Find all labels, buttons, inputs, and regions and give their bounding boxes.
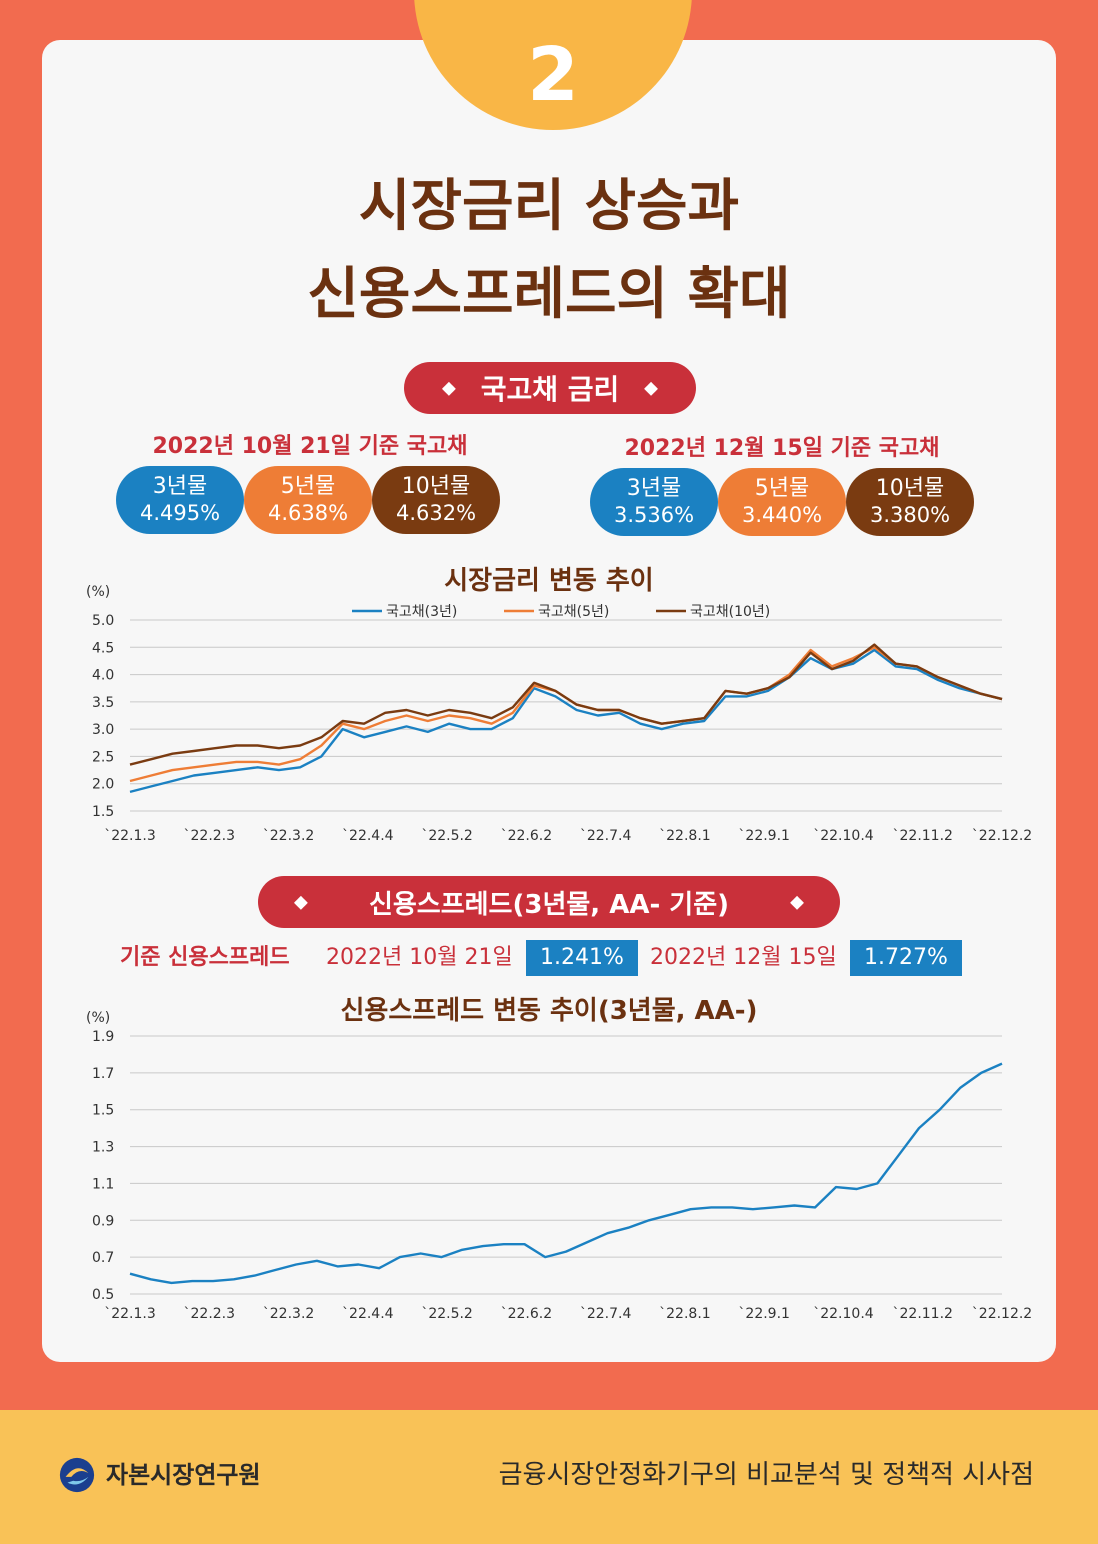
x-tick-label: `22.10.4 (813, 1306, 874, 1322)
x-tick-label: `22.3.2 (263, 1306, 315, 1322)
bond-value: 3.536% (613, 503, 695, 527)
bond-value: 4.495% (139, 501, 221, 525)
bond-name: 5년물 (754, 476, 810, 501)
diamond-icon: ◆ (294, 891, 308, 913)
x-tick-label: `22.8.1 (659, 1306, 711, 1322)
bond-3y-right: 3년물 3.536% (590, 468, 718, 536)
bond-10y-right: 10년물 3.380% (846, 468, 974, 536)
y-tick-label: 0.5 (92, 1287, 114, 1303)
legend-label-1: 국고채(5년) (538, 604, 609, 620)
y-tick-label: 3.0 (92, 722, 114, 738)
x-tick-label: `22.2.3 (184, 828, 236, 844)
bond-name: 3년물 (626, 476, 682, 501)
y-tick-label: 1.9 (92, 1029, 114, 1045)
org-name: 자본시장연구원 (106, 1461, 261, 1489)
y-unit-label: (%) (86, 1010, 110, 1026)
y-tick-label: 1.1 (92, 1176, 114, 1192)
y-tick-label: 4.5 (92, 640, 114, 656)
spread-date-1: 2022년 10월 21일 (326, 945, 513, 970)
content-card (42, 40, 1056, 1362)
y-tick-label: 2.0 (92, 777, 114, 793)
y-tick-label: 1.7 (92, 1066, 114, 1082)
x-tick-label: `22.6.2 (501, 828, 553, 844)
spread-label: 기준 신용스프레드 (120, 945, 290, 970)
x-tick-label: `22.1.3 (104, 1306, 156, 1322)
y-tick-label: 1.5 (92, 804, 114, 820)
section-pill-bond-rate: ◆ 국고채 금리 ◆ (404, 362, 696, 414)
y-tick-label: 3.5 (92, 695, 114, 711)
left-heading: 2022년 10월 21일 기준 국고채 (152, 434, 468, 459)
x-tick-label: `22.9.1 (738, 828, 790, 844)
rate-chart: (%) 1.5 2.0 2.5 3.0 3.5 4.0 4.5 5.0 `22.1.3 `22.2.… (86, 584, 1032, 844)
footer (0, 1410, 1098, 1544)
chart2-title: 신용스프레드 변동 추이(3년물, AA-) (340, 996, 758, 1026)
bond-name: 3년물 (152, 474, 208, 499)
x-tick-label: `22.6.2 (501, 1306, 553, 1322)
bond-10y-left: 10년물 4.632% (372, 466, 500, 534)
y-tick-label: 0.7 (92, 1250, 114, 1266)
x-tick-label: `22.4.4 (342, 828, 394, 844)
diamond-icon: ◆ (644, 377, 658, 399)
title-line-2: 신용스프레드의 확대 (307, 262, 791, 327)
bond-name: 10년물 (875, 476, 945, 501)
spread-chart: (%) 0.5 0.7 0.9 1.1 1.3 1.5 1.7 1.9 `22.1.3 `22.2.… (86, 1010, 1032, 1322)
legend-label-0: 국고채(3년) (386, 604, 457, 620)
x-tick-label: `22.12.2 (972, 828, 1032, 844)
title-line-1: 시장금리 상승과 (358, 174, 740, 239)
y-unit-label: (%) (86, 584, 110, 600)
bond-5y-right: 5년물 3.440% (718, 468, 846, 536)
bond-name: 5년물 (280, 474, 336, 499)
x-tick-label: `22.11.2 (893, 1306, 953, 1322)
section-pill-spread: ◆ 신용스프레드(3년물, AA- 기준) ◆ (258, 876, 840, 928)
spread-date-2: 2022년 12월 15일 (650, 945, 837, 970)
x-tick-label: `22.5.2 (421, 1306, 473, 1322)
x-tick-label: `22.7.4 (580, 828, 632, 844)
org-logo-icon (59, 1457, 95, 1493)
section-pill-label: 신용스프레드(3년물, AA- 기준) (368, 889, 730, 920)
y-tick-label: 0.9 (92, 1213, 114, 1229)
x-tick-label: `22.5.2 (421, 828, 473, 844)
page-number: 2 (527, 32, 579, 118)
bond-3y-left: 3년물 4.495% (116, 466, 244, 534)
bond-value: 3.380% (869, 503, 951, 527)
chart1-title: 시장금리 변동 추이 (444, 566, 654, 596)
spread-value-1: 1.241% (526, 940, 638, 976)
series-line-1 (129, 646, 1003, 783)
x-tick-label: `22.3.2 (263, 828, 315, 844)
y-tick-label: 4.0 (92, 668, 114, 684)
series-line-0 (129, 1062, 1003, 1285)
series-line-0 (129, 648, 1003, 794)
bond-5y-left: 5년물 4.638% (244, 466, 372, 534)
x-tick-label: `22.8.1 (659, 828, 711, 844)
x-tick-label: `22.1.3 (104, 828, 156, 844)
legend-label-2: 국고채(10년) (690, 604, 770, 620)
series-line-2 (129, 643, 1003, 766)
bond-value: 3.440% (741, 503, 823, 527)
y-tick-label: 5.0 (92, 613, 114, 629)
y-tick-label: 1.5 (92, 1103, 114, 1119)
report-title: 금융시장안정화기구의 비교분석 및 정책적 시사점 (498, 1460, 1034, 1490)
x-tick-label: `22.12.2 (972, 1306, 1032, 1322)
y-tick-label: 1.3 (92, 1140, 114, 1156)
bond-value: 4.632% (395, 501, 477, 525)
x-tick-label: `22.10.4 (813, 828, 874, 844)
x-tick-label: `22.9.1 (738, 1306, 790, 1322)
x-tick-label: `22.7.4 (580, 1306, 632, 1322)
bond-name: 10년물 (401, 474, 471, 499)
x-tick-label: `22.11.2 (893, 828, 953, 844)
spread-value-2: 1.727% (850, 940, 962, 976)
section-pill-label: 국고채 금리 (480, 373, 620, 406)
bond-value: 4.638% (267, 501, 349, 525)
x-tick-label: `22.4.4 (342, 1306, 394, 1322)
x-tick-label: `22.2.3 (184, 1306, 236, 1322)
diamond-icon: ◆ (790, 891, 804, 913)
y-tick-label: 2.5 (92, 749, 114, 765)
right-heading: 2022년 12월 15일 기준 국고채 (624, 436, 940, 461)
diamond-icon: ◆ (442, 377, 456, 399)
